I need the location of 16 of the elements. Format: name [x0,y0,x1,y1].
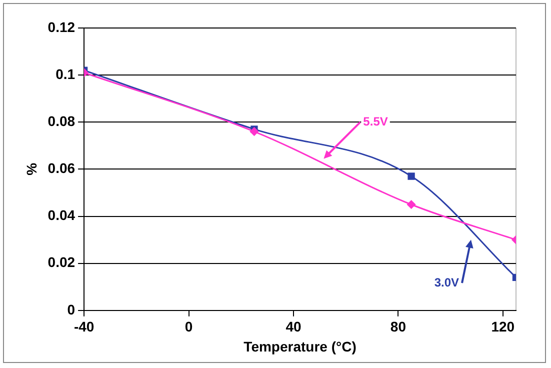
x-axis-title: Temperature (°C) [244,338,356,354]
text: 5.5V [363,114,388,128]
y-tick-label: 0.04 [48,207,76,224]
x-tick-label: 0 [184,318,193,335]
y-tick-label: 0 [67,301,76,318]
x-tick-label: 40 [286,318,302,335]
y-tick-label: 0.08 [48,112,76,129]
y-tick-label: 0.02 [48,254,76,270]
x-tick-label: 80 [390,318,406,335]
x-tick-label: -40 [74,318,94,335]
x-tick-label: 120 [491,318,515,335]
y-tick-label: 0.06 [48,160,76,176]
y-tick-label: 0.1 [56,66,76,82]
y-axis-title: % [23,162,40,176]
y-tick-label: 0.12 [48,18,76,35]
text: 3.0V [434,275,460,290]
